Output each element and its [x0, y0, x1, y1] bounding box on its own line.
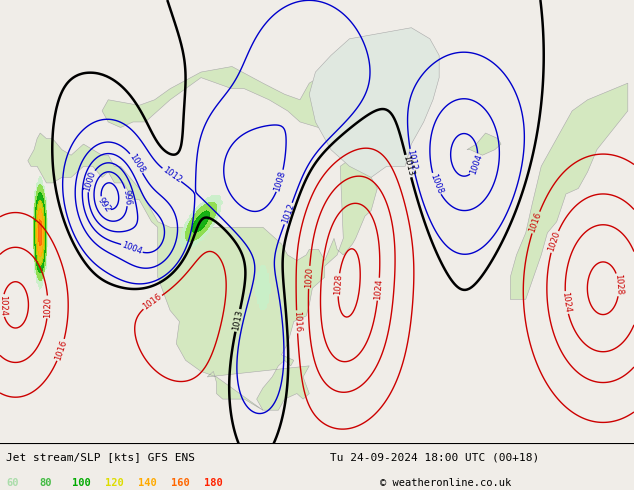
Text: 1024: 1024 [0, 295, 7, 316]
Text: 1016: 1016 [53, 339, 68, 362]
Text: 1012: 1012 [406, 149, 418, 172]
Text: 1004: 1004 [469, 153, 484, 176]
Text: 1020: 1020 [304, 267, 314, 288]
Text: Tu 24-09-2024 18:00 UTC (00+18): Tu 24-09-2024 18:00 UTC (00+18) [330, 452, 539, 463]
Text: 100: 100 [72, 478, 91, 488]
Text: 1008: 1008 [428, 172, 444, 196]
Text: 996: 996 [121, 189, 133, 206]
Text: 180: 180 [204, 478, 223, 488]
Text: 1012: 1012 [160, 165, 183, 185]
Text: 1024: 1024 [560, 292, 572, 314]
Text: 1016: 1016 [528, 211, 543, 234]
Polygon shape [28, 55, 411, 410]
Polygon shape [510, 83, 628, 299]
Text: 1008: 1008 [273, 170, 288, 193]
Polygon shape [309, 28, 439, 177]
Text: 1020: 1020 [547, 230, 562, 253]
Text: 140: 140 [138, 478, 157, 488]
Text: 80: 80 [39, 478, 52, 488]
Text: 120: 120 [105, 478, 124, 488]
Text: © weatheronline.co.uk: © weatheronline.co.uk [380, 478, 512, 488]
Text: 1008: 1008 [127, 152, 146, 174]
Text: 1024: 1024 [373, 278, 384, 300]
Text: 1016: 1016 [141, 292, 164, 312]
Text: 1012: 1012 [280, 202, 296, 225]
Polygon shape [467, 133, 501, 155]
Text: 1013: 1013 [401, 155, 415, 177]
Text: 1000: 1000 [82, 170, 98, 192]
Text: 1028: 1028 [333, 274, 344, 295]
Text: 160: 160 [171, 478, 190, 488]
Text: 1020: 1020 [43, 296, 53, 318]
Text: Jet stream/SLP [kts] GFS ENS: Jet stream/SLP [kts] GFS ENS [6, 452, 195, 463]
Text: 992: 992 [96, 196, 112, 214]
Text: 1016: 1016 [292, 311, 302, 333]
Text: 60: 60 [6, 478, 19, 488]
Text: 1013: 1013 [231, 309, 244, 332]
Text: 1004: 1004 [120, 241, 143, 256]
Text: 1028: 1028 [613, 274, 624, 295]
